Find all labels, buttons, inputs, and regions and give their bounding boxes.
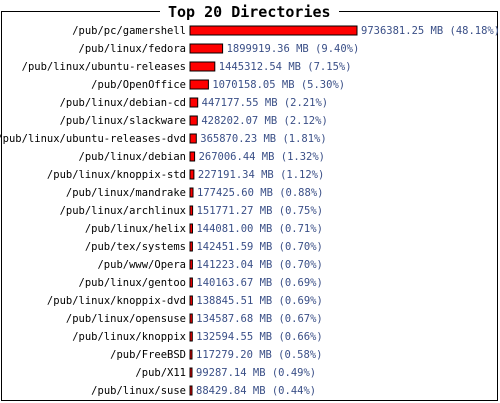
category-label: /pub/linux/archlinux — [60, 205, 186, 217]
value-label: 9736381.25 MB (48.18%) — [361, 25, 500, 37]
bar — [189, 385, 193, 396]
value-label: 141223.04 MB (0.70%) — [196, 259, 322, 271]
value-label: 1899919.36 MB (9.40%) — [227, 43, 360, 55]
category-label: /pub/linux/ubuntu-releases-dvd — [0, 133, 186, 145]
value-label: 428202.07 MB (2.12%) — [201, 115, 327, 127]
value-label: 140163.67 MB (0.69%) — [196, 277, 322, 289]
value-label: 227191.34 MB (1.12%) — [198, 169, 324, 181]
bar — [189, 259, 193, 270]
value-label: 1070158.05 MB (5.30%) — [212, 79, 345, 91]
bar — [189, 277, 193, 288]
bar — [189, 151, 196, 162]
value-label: 1445312.54 MB (7.15%) — [219, 61, 352, 73]
category-label: /pub/FreeBSD — [110, 349, 186, 361]
category-label: /pub/pc/gamershell — [72, 25, 186, 37]
value-label: 134587.68 MB (0.67%) — [196, 313, 322, 325]
chart-title: Top 20 Directories — [160, 3, 339, 21]
category-label: /pub/linux/fedora — [79, 43, 186, 55]
bar — [189, 133, 197, 144]
category-label: /pub/linux/debian-cd — [60, 97, 186, 109]
category-label: /pub/www/Opera — [97, 259, 186, 271]
bar — [189, 25, 358, 36]
category-label: /pub/linux/opensuse — [66, 313, 186, 325]
value-label: 144081.00 MB (0.71%) — [196, 223, 322, 235]
category-label: /pub/linux/helix — [85, 223, 186, 235]
value-label: 267006.44 MB (1.32%) — [199, 151, 325, 163]
bar — [189, 295, 193, 306]
category-label: /pub/linux/debian — [79, 151, 186, 163]
value-label: 117279.20 MB (0.58%) — [196, 349, 322, 361]
bar — [189, 205, 194, 216]
category-label: /pub/linux/ubuntu-releases — [22, 61, 186, 73]
value-label: 365870.23 MB (1.81%) — [200, 133, 326, 145]
bar — [189, 367, 193, 378]
bar — [189, 43, 224, 54]
bar — [189, 79, 209, 90]
category-label: /pub/linux/gentoo — [79, 277, 186, 289]
value-label: 447177.55 MB (2.21%) — [202, 97, 328, 109]
category-label: /pub/linux/knoppix-dvd — [47, 295, 186, 307]
category-label: /pub/linux/knoppix — [72, 331, 186, 343]
category-label: /pub/linux/knoppix-std — [47, 169, 186, 181]
category-label: /pub/linux/mandrake — [66, 187, 186, 199]
category-label: /pub/X11 — [135, 367, 186, 379]
bar — [189, 313, 193, 324]
bar — [189, 349, 193, 360]
bar — [189, 61, 216, 72]
category-label: /pub/tex/systems — [85, 241, 186, 253]
value-label: 177425.60 MB (0.88%) — [197, 187, 323, 199]
bar — [189, 331, 193, 342]
bar — [189, 115, 198, 126]
category-label: /pub/linux/slackware — [60, 115, 186, 127]
value-label: 99287.14 MB (0.49%) — [196, 367, 316, 379]
bar — [189, 169, 195, 180]
bar — [189, 223, 193, 234]
category-label: /pub/OpenOffice — [91, 79, 186, 91]
value-label: 138845.51 MB (0.69%) — [196, 295, 322, 307]
value-label: 88429.84 MB (0.44%) — [196, 385, 316, 397]
bar — [189, 97, 199, 108]
value-label: 132594.55 MB (0.66%) — [196, 331, 322, 343]
bar — [189, 187, 194, 198]
value-label: 151771.27 MB (0.75%) — [197, 205, 323, 217]
value-label: 142451.59 MB (0.70%) — [196, 241, 322, 253]
bar — [189, 241, 193, 252]
category-label: /pub/linux/suse — [91, 385, 186, 397]
